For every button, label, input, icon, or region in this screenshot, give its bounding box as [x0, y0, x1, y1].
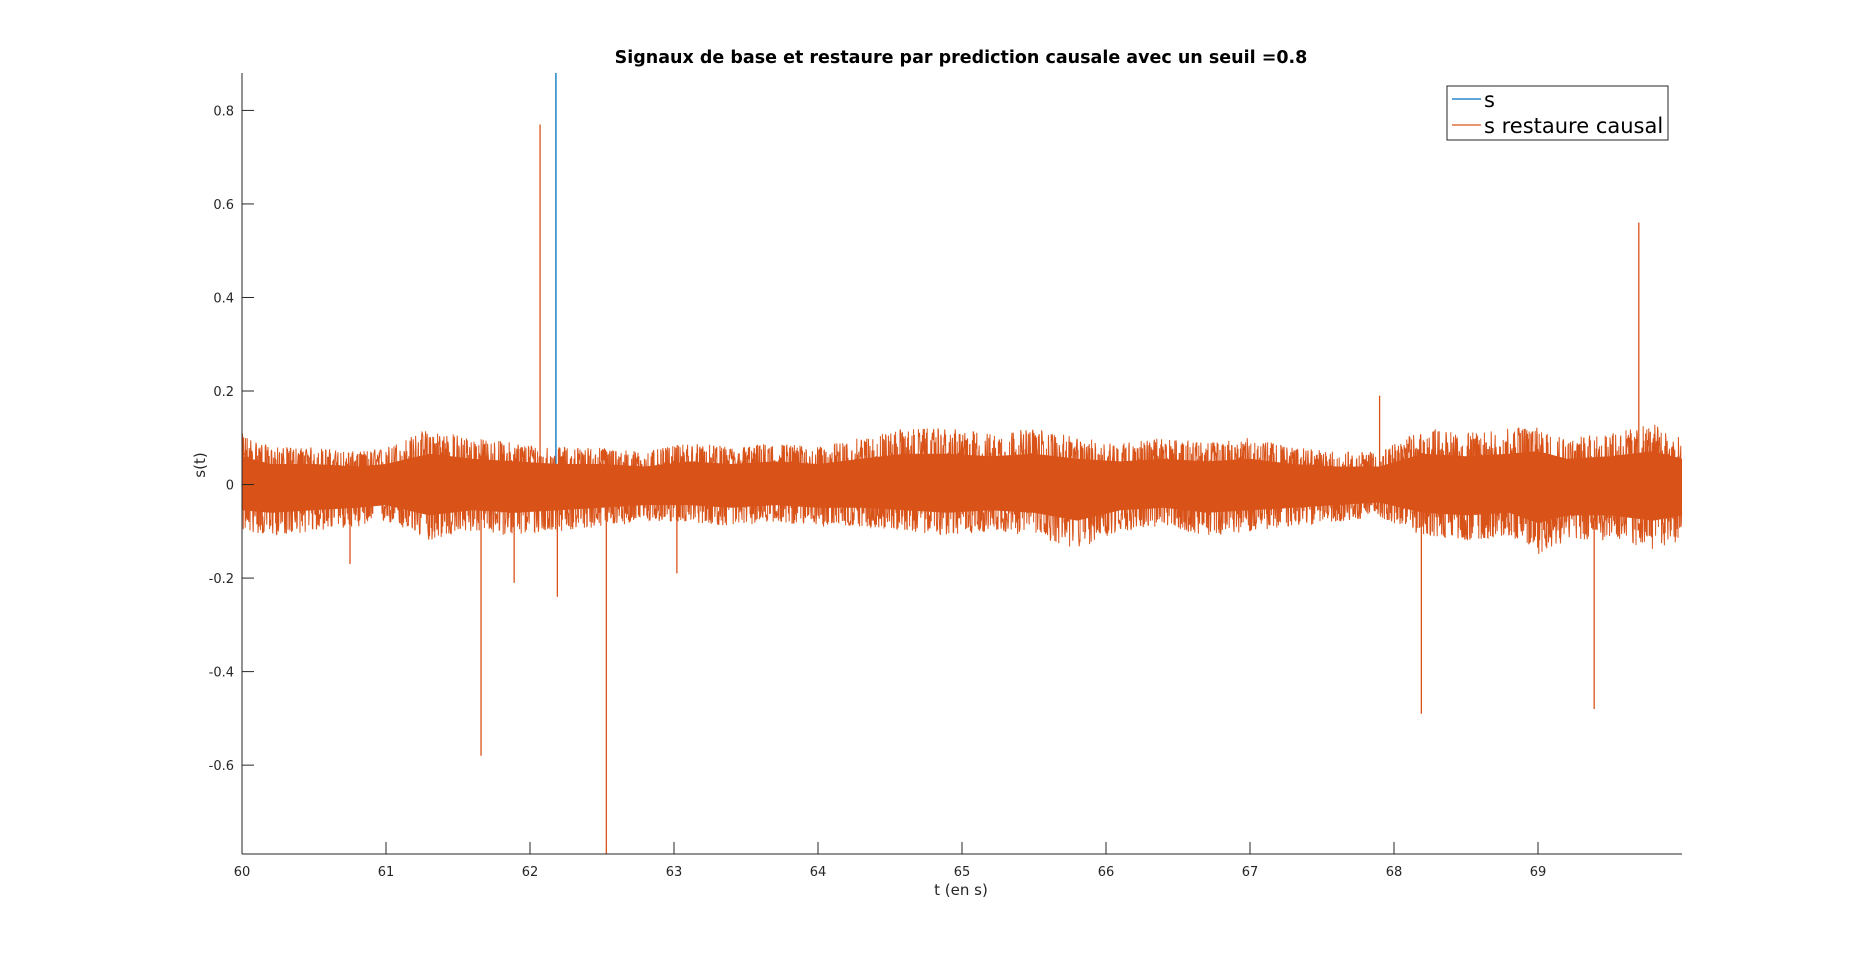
x-tick-label: 61: [378, 865, 395, 880]
x-tick-label: 65: [954, 865, 971, 880]
x-tick-label: 62: [522, 865, 539, 880]
legend-box: [1446, 85, 1669, 141]
plot-area: [241, 73, 1683, 854]
y-axis-label: s(t): [191, 452, 209, 477]
y-tick-label: 0.4: [213, 291, 234, 306]
axes: 60 61 62 63 64 65 66 67 68 69 -0.6 -0.4 -0.2 0 0.2 0.4 0…: [209, 73, 1682, 880]
y-tick-label: -0.6: [209, 759, 234, 774]
x-axis-label: t (en s): [934, 881, 988, 899]
x-tick-label: 66: [1098, 865, 1115, 880]
y-tick-label: 0.8: [213, 104, 234, 119]
y-tick-label: -0.4: [209, 666, 234, 681]
y-tick-label: 0: [226, 479, 234, 494]
y-tick-label: 0.6: [213, 198, 234, 213]
legend: s s restaure causal: [1446, 85, 1669, 141]
chart-title: Signaux de base et restaure par predicti…: [615, 48, 1308, 68]
y-tick-label: -0.2: [209, 572, 234, 587]
x-tick-label: 63: [666, 865, 683, 880]
legend-entry-s: s: [1484, 88, 1495, 112]
x-tick-label: 60: [234, 865, 251, 880]
legend-entry-s-restaure-causal: s restaure causal: [1484, 114, 1663, 138]
x-tick-label: 64: [810, 865, 827, 880]
x-tick-label: 67: [1242, 865, 1259, 880]
x-tick-label: 68: [1386, 865, 1403, 880]
x-tick-label: 69: [1530, 865, 1547, 880]
y-tick-label: 0.2: [213, 385, 234, 400]
series-s-restaure-causal-band: [242, 451, 1682, 524]
